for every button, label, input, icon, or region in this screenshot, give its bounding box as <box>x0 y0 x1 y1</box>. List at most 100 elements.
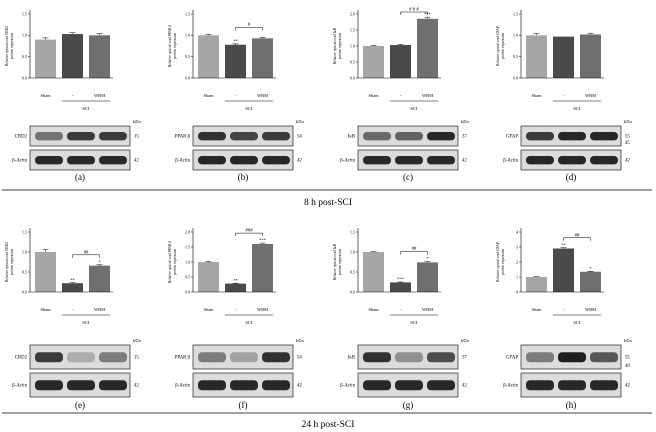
panel-b: Relative optical cord PPAR β protein expr… <box>168 10 304 182</box>
bar-sci <box>225 283 246 292</box>
comparison-mark: ## <box>84 250 89 255</box>
blot-kda-value: 42 <box>134 384 139 389</box>
blot-kda-value: 42 <box>625 384 630 389</box>
blot-kda-value: 42 <box>462 384 467 389</box>
blot-kda-value: 48 <box>625 364 630 369</box>
blot-band <box>230 132 258 141</box>
category-label: WBM <box>422 93 433 98</box>
bar-sham <box>526 277 547 292</box>
comparison-bracket <box>400 11 428 15</box>
blot-band <box>67 156 95 165</box>
y-tick-label: 0.0 <box>185 289 190 294</box>
panel-letter: (c) <box>403 172 413 182</box>
blot-kda-value: 37 <box>462 135 467 140</box>
y-tick-label: 0.5 <box>185 274 190 279</box>
y-tick-label: 0.5 <box>513 54 518 59</box>
blot-row-label: β-Actin <box>503 159 518 164</box>
y-tick-label: 1.0 <box>185 33 190 38</box>
panel-letter: (a) <box>75 172 85 182</box>
bar-sham <box>198 262 219 292</box>
blot-band <box>526 380 554 391</box>
kda-header: kDa <box>624 338 632 343</box>
blot-band <box>526 132 554 141</box>
category-label: - <box>235 307 237 312</box>
y-axis-label: Relative optical cord PPAR β <box>168 241 172 283</box>
blot-band <box>395 352 423 363</box>
comparison-mark: ### <box>245 229 253 234</box>
blot-band <box>67 132 95 141</box>
panel-letter: (g) <box>403 400 414 410</box>
blot-band <box>230 380 258 391</box>
blot-band <box>67 380 95 391</box>
category-label: WBM <box>422 307 433 312</box>
section-label-8h: 8 h post-SCI <box>304 198 352 208</box>
y-axis-label: protein expression <box>173 249 177 276</box>
y-axis-label: Relative optical cord GFAP <box>496 242 500 282</box>
y-tick-label: 3 <box>516 244 518 249</box>
blot-row-label: β-Actin <box>340 159 355 164</box>
panel-letter: (e) <box>75 400 85 410</box>
blot-band <box>99 352 127 363</box>
blot-band <box>198 132 226 141</box>
comparison-bracket <box>235 232 263 237</box>
blot-row-label: IκB <box>348 135 355 140</box>
bar-wbm <box>580 271 601 292</box>
panel-letter: (h) <box>566 400 577 410</box>
blot-band <box>558 352 586 363</box>
panel-d: Relative optical cord GFAP protein expres… <box>496 10 632 182</box>
blot-band <box>230 352 258 363</box>
blot-band <box>35 352 63 363</box>
blot-band <box>99 380 127 391</box>
group-label: SCI <box>573 320 581 325</box>
bar-wbm <box>417 262 438 292</box>
y-tick-label: 1.5 <box>185 244 190 249</box>
blot-band <box>526 352 554 363</box>
category-label: - <box>563 307 565 312</box>
blot-row-label: GFAP <box>506 356 518 361</box>
significance-mark: ** <box>561 242 566 247</box>
panel-letter: (b) <box>238 172 249 182</box>
bar-wbm <box>252 244 273 292</box>
section-layer: 8 h post-SCI 24 h post-SCI <box>2 189 652 430</box>
blot-band <box>198 156 226 165</box>
blot-row-label: β-Actin <box>503 384 518 389</box>
comparison-mark: # <box>248 23 251 28</box>
y-tick-label: 2.0 <box>185 229 190 234</box>
significance-mark: * <box>589 266 592 271</box>
blot-band <box>590 352 618 363</box>
y-tick-label: 0.0 <box>350 289 355 294</box>
comparison-bracket <box>72 254 100 258</box>
blot-band <box>427 352 455 363</box>
bar-wbm <box>89 265 110 292</box>
y-axis-label: protein expression <box>501 249 505 276</box>
comparison-bracket <box>400 251 428 255</box>
y-tick-label: 1.5 <box>22 11 27 16</box>
bar-sci <box>225 44 246 78</box>
bar-wbm <box>417 18 438 78</box>
blot-kda-value: 42 <box>462 159 467 164</box>
blot-band <box>262 156 290 165</box>
y-axis-label: protein expression <box>10 33 14 60</box>
blot-row-label: β-Actin <box>340 384 355 389</box>
blot-kda-value: 45 <box>625 141 630 146</box>
blot-band <box>363 156 391 165</box>
blot-row-label: IκB <box>348 356 355 361</box>
blot-band <box>427 156 455 165</box>
category-label: WBM <box>585 307 596 312</box>
category-label: WBM <box>94 307 105 312</box>
y-tick-label: 0.5 <box>350 59 355 64</box>
blot-kda-value: 42 <box>625 159 630 164</box>
bar-sham <box>363 46 384 78</box>
category-label: - <box>72 93 74 98</box>
blot-band <box>427 380 455 391</box>
y-tick-label: 1.5 <box>185 11 190 16</box>
significance-mark: ** <box>70 277 75 282</box>
blot-band <box>198 352 226 363</box>
y-axis-label: protein expression <box>338 249 342 276</box>
y-tick-label: 1.5 <box>22 229 27 234</box>
category-label: - <box>400 307 402 312</box>
blot-kda-value: 42 <box>134 159 139 164</box>
bar-sci <box>553 36 574 78</box>
y-tick-label: 1.5 <box>350 27 355 32</box>
group-label: SCI <box>410 106 418 111</box>
